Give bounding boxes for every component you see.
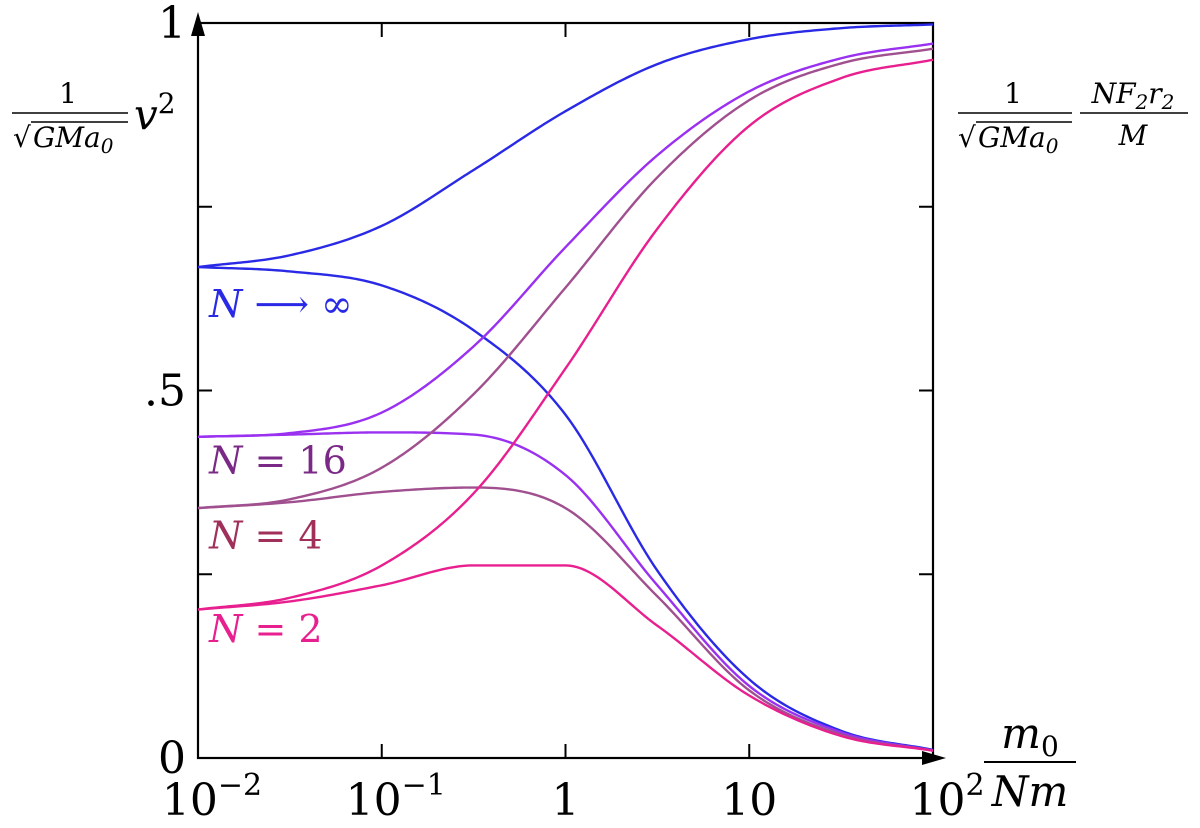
y-left-sqrt-sign: √ [13,121,31,154]
x-tick-label-base: 1 [552,775,580,826]
curve-label-group: N ⟶ ∞N = 16N = 4N = 2 [208,282,353,651]
curve-force-n-4-5 [197,486,934,752]
x-tick-label-base: 10 [721,775,777,826]
curve-label-var: N [208,282,244,326]
axis-ticks [198,23,933,758]
y-right-denominator: M [1118,119,1149,152]
x-label-numerator: m0 [1001,709,1059,763]
x-tick-label-base: 10 [346,775,402,826]
x-tick-label-exponent: −2 [218,768,262,803]
plot-area [191,12,946,765]
curve-label-var: N [208,439,244,483]
y-axis-label-left: 1 √ GMa0 v2 [12,77,176,158]
curve-label-1: N = 16 [208,439,347,483]
x-tick-label-exponent: 2 [965,768,984,803]
y-left-coef-numerator: 1 [59,77,77,110]
y-left-variable: v2 [134,87,176,139]
curve-group [197,23,934,752]
y-right-num-text: NF [1091,77,1138,110]
x-tick-label: 10 [721,775,777,826]
x-axis-arrow [922,751,946,765]
y-tick-label: 1 [158,0,186,49]
x-tick-label: 10−1 [346,768,446,826]
y-left-coef-denominator: GMa0 [33,121,114,158]
curve-label-rest: = 16 [242,439,346,483]
y-right-coef-den-text: GMa [978,121,1046,154]
x-axis-label: m0 Nm [984,709,1076,816]
x-tick-label: 1 [552,775,580,826]
x-label-num-text: m [1001,709,1041,758]
y-right-coef-denominator: GMa0 [978,121,1059,158]
curve-label-rest: = 4 [242,514,322,558]
curve-label-2: N = 4 [208,514,322,558]
y-axis-arrow [191,12,205,36]
curve-v2-n-2-6 [197,58,934,611]
x-tick-label-base: 10 [909,775,965,826]
x-tick-label-exponent: −1 [402,768,446,803]
x-tick-label: 10−2 [162,768,262,826]
y-axis-label-right: 1 √ GMa0 NF2r2 M [958,77,1188,158]
curve-label-rest: = 2 [242,607,322,651]
curve-label-0: N ⟶ ∞ [208,282,353,326]
y-right-num-sub1: 2 [1135,90,1149,114]
y-right-numerator: NF2r2 [1091,77,1175,114]
curve-label-3: N = 2 [208,607,322,651]
y-tick-label: .5 [144,366,186,417]
y-right-coef-numerator: 1 [1004,77,1022,110]
y-right-num-sub2: 2 [1161,90,1175,114]
curve-force-n-2-7 [197,564,934,752]
x-tick-label-base: 10 [162,775,218,826]
y-left-var-text: v [134,90,158,139]
curve-force-n--1 [197,265,934,752]
y-tick-label: 0 [158,733,186,784]
y-left-coef-den-text: GMa [33,121,101,154]
curve-label-rest: ⟶ ∞ [242,282,352,326]
x-label-denominator: Nm [991,767,1069,816]
curve-label-var: N [208,607,244,651]
y-right-num-mid: r [1148,77,1163,110]
y-right-coef-den-sub: 0 [1046,134,1059,158]
curve-v2-n--0 [197,23,934,269]
curve-v2-n-16-2 [197,42,934,439]
y-left-coef-den-sub: 0 [101,134,114,158]
y-right-sqrt-sign: √ [958,121,976,154]
y-left-var-exponent: 2 [158,87,176,120]
curve-label-var: N [208,514,244,558]
curve-v2-n-4-4 [197,47,934,510]
curve-force-n-16-3 [197,431,934,752]
x-label-num-sub: 0 [1041,730,1059,763]
x-tick-label: 102 [909,768,984,826]
